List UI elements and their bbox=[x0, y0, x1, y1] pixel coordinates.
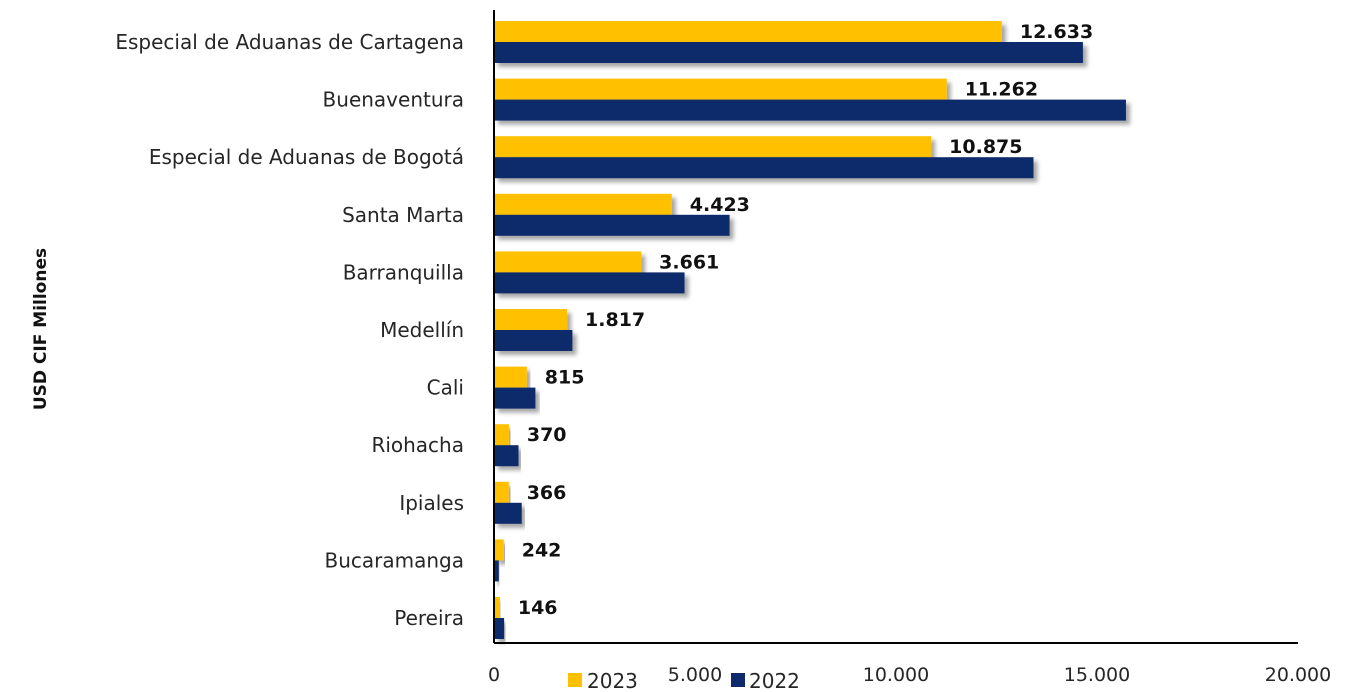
bar-2022-7 bbox=[494, 445, 519, 467]
data-label-2023-1: 11.262 bbox=[965, 79, 1038, 101]
category-label-5: Medellín bbox=[380, 318, 464, 342]
bar-2022-1 bbox=[494, 99, 1126, 121]
bar-2022-5 bbox=[494, 330, 573, 351]
category-label-2: Especial de Aduanas de Bogotá bbox=[149, 145, 464, 169]
data-label-2023-0: 12.633 bbox=[1020, 21, 1093, 43]
bar-2023-7 bbox=[494, 424, 509, 446]
bar-2023-6 bbox=[494, 366, 527, 388]
category-label-7: Riohacha bbox=[371, 433, 464, 457]
bar-2022-6 bbox=[494, 387, 536, 409]
category-label-9: Bucaramanga bbox=[325, 548, 465, 572]
data-label-2023-7: 370 bbox=[527, 424, 567, 446]
data-label-2023-2: 10.875 bbox=[949, 136, 1022, 158]
labels-layer: Especial de Aduanas de Cartagena 12.633 Bu… bbox=[115, 21, 1093, 630]
data-label-2023-5: 1.817 bbox=[585, 309, 645, 331]
x-tick-label-0: 0 bbox=[488, 664, 500, 686]
x-tick-label-3: 15.000 bbox=[1064, 664, 1130, 686]
bar-2022-3 bbox=[494, 214, 730, 236]
bar-2022-2 bbox=[494, 157, 1034, 179]
category-label-8: Ipiales bbox=[399, 491, 464, 515]
bar-2023-2 bbox=[494, 136, 932, 158]
category-label-0: Especial de Aduanas de Cartagena bbox=[115, 30, 464, 54]
category-label-3: Santa Marta bbox=[342, 203, 464, 227]
bar-2023-5 bbox=[494, 309, 568, 330]
bar-2022-8 bbox=[494, 502, 522, 524]
category-label-1: Buenaventura bbox=[323, 88, 464, 112]
x-tick-label-1: 5.000 bbox=[668, 664, 722, 686]
legend-swatch-2023 bbox=[568, 673, 582, 687]
x-tick-label-2: 10.000 bbox=[863, 664, 929, 686]
category-label-6: Cali bbox=[427, 376, 464, 400]
x-tick-label-4: 20.000 bbox=[1265, 664, 1331, 686]
legend: 2023 2022 bbox=[568, 669, 800, 692]
data-label-2023-3: 4.423 bbox=[690, 194, 750, 216]
bar-2022-4 bbox=[494, 272, 685, 294]
legend-label-2022: 2022 bbox=[749, 669, 800, 692]
data-label-2023-4: 3.661 bbox=[659, 251, 719, 273]
bar-2023-9 bbox=[494, 539, 504, 561]
bar-2023-4 bbox=[494, 251, 642, 273]
bar-2023-8 bbox=[494, 481, 509, 503]
bar-2023-3 bbox=[494, 193, 672, 215]
bars-layer bbox=[494, 21, 1126, 639]
legend-swatch-2022 bbox=[731, 673, 745, 687]
y-axis-title: USD CIF Millones bbox=[31, 248, 51, 410]
data-label-2023-10: 146 bbox=[518, 597, 558, 619]
bar-2022-10 bbox=[494, 618, 505, 639]
bar-2023-0 bbox=[494, 21, 1002, 42]
legend-label-2023: 2023 bbox=[587, 669, 638, 692]
bar-2022-0 bbox=[494, 42, 1083, 63]
bar-2023-10 bbox=[494, 597, 500, 618]
category-label-10: Pereira bbox=[394, 606, 464, 630]
category-label-4: Barranquilla bbox=[343, 260, 464, 284]
axes-layer: 0 5.000 10.000 15.000 20.000 bbox=[488, 10, 1331, 686]
data-label-2023-6: 815 bbox=[545, 367, 585, 389]
bar-2022-9 bbox=[494, 560, 499, 582]
bar-2023-1 bbox=[494, 78, 947, 100]
data-label-2023-9: 242 bbox=[522, 539, 562, 561]
data-label-2023-8: 366 bbox=[527, 482, 567, 504]
